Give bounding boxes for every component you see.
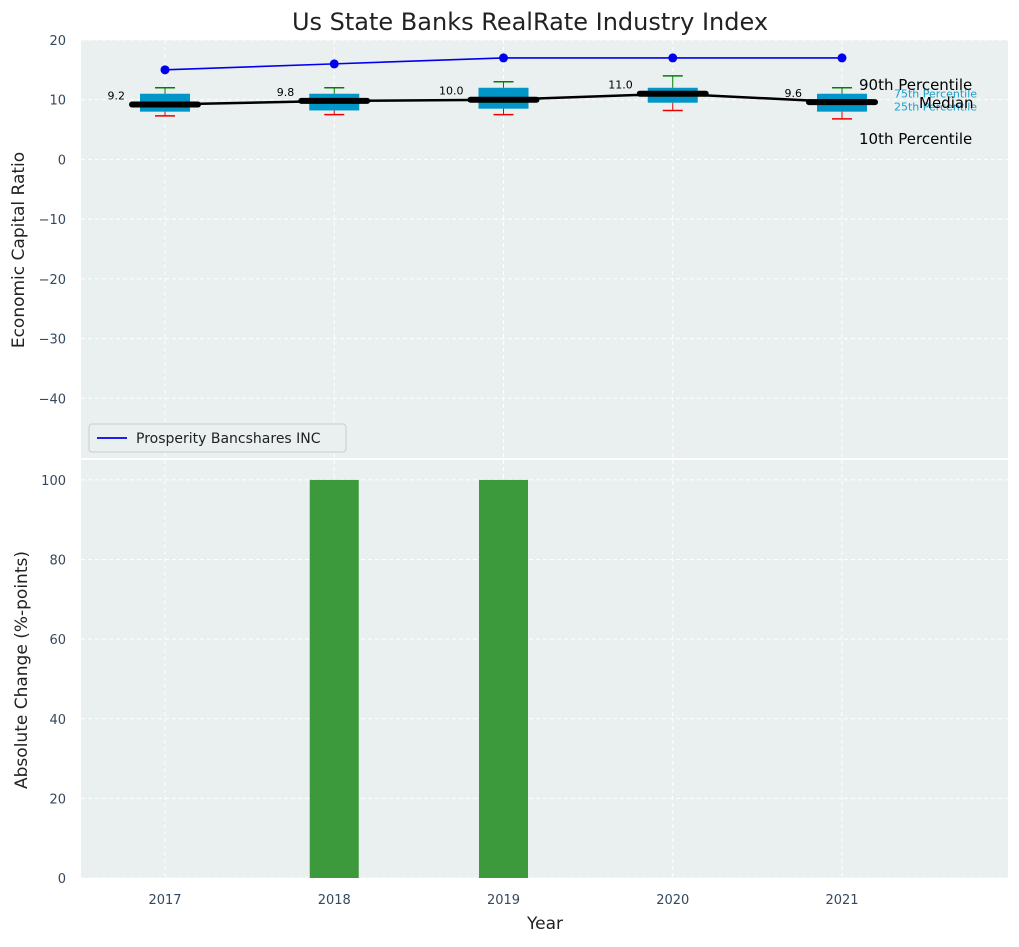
bottom-y-axis-title: Absolute Change (%-points) bbox=[12, 551, 32, 789]
bottom-y-tick-label: 100 bbox=[41, 474, 66, 489]
median-value-label: 11.0 bbox=[608, 79, 633, 92]
x-tick-label: 2020 bbox=[656, 893, 689, 908]
top-y-tick-label: −40 bbox=[39, 392, 66, 407]
change-bar bbox=[479, 479, 528, 878]
x-axis-title: Year bbox=[526, 914, 563, 934]
x-tick-label: 2019 bbox=[487, 893, 520, 908]
median-line bbox=[164, 92, 843, 106]
bottom-y-tick-label: 80 bbox=[49, 554, 66, 569]
top-y-tick-label: 10 bbox=[49, 94, 66, 109]
chart-title: Us State Banks RealRate Industry Index bbox=[292, 8, 768, 36]
annotation-p90: 90th Percentile bbox=[859, 76, 972, 94]
series-point-prosperity bbox=[329, 59, 339, 69]
annotation-p10: 10th Percentile bbox=[859, 130, 972, 148]
top-y-tick-label: −30 bbox=[39, 333, 66, 348]
bottom-plot-area bbox=[81, 460, 1008, 878]
legend-box bbox=[88, 423, 347, 453]
series-point-prosperity bbox=[499, 53, 508, 63]
x-tick-label: 2018 bbox=[318, 893, 351, 908]
top-y-tick-label: −20 bbox=[39, 273, 66, 288]
top-y-tick-label: 20 bbox=[49, 34, 66, 49]
legend-label-prosperity: Prosperity Bancshares INC bbox=[136, 431, 321, 447]
series-point-prosperity bbox=[668, 53, 678, 63]
x-tick-label: 2017 bbox=[148, 893, 181, 908]
annotation-p75: 75th Percentile bbox=[894, 88, 977, 101]
median-value-label: 9.6 bbox=[785, 87, 803, 100]
top-y-axis-title: Economic Capital Ratio bbox=[9, 152, 29, 348]
top-y-tick-label: 0 bbox=[58, 153, 66, 168]
x-tick-label: 2021 bbox=[825, 893, 858, 908]
change-bar bbox=[309, 479, 359, 878]
series-point-prosperity bbox=[837, 53, 847, 63]
bottom-y-tick-label: 20 bbox=[49, 792, 66, 807]
top-y-tick-label: −10 bbox=[39, 213, 66, 228]
bottom-y-tick-label: 40 bbox=[49, 713, 66, 728]
bottom-y-tick-label: 0 bbox=[58, 872, 66, 887]
series-point-prosperity bbox=[160, 65, 170, 75]
median-value-label: 9.8 bbox=[277, 86, 295, 99]
median-value-label: 9.2 bbox=[108, 89, 126, 102]
annotation-median: Median bbox=[919, 94, 974, 112]
annotation-p25: 25th Percentile bbox=[894, 101, 977, 114]
median-value-label: 10.0 bbox=[439, 85, 464, 98]
bottom-y-tick-label: 60 bbox=[49, 633, 66, 648]
